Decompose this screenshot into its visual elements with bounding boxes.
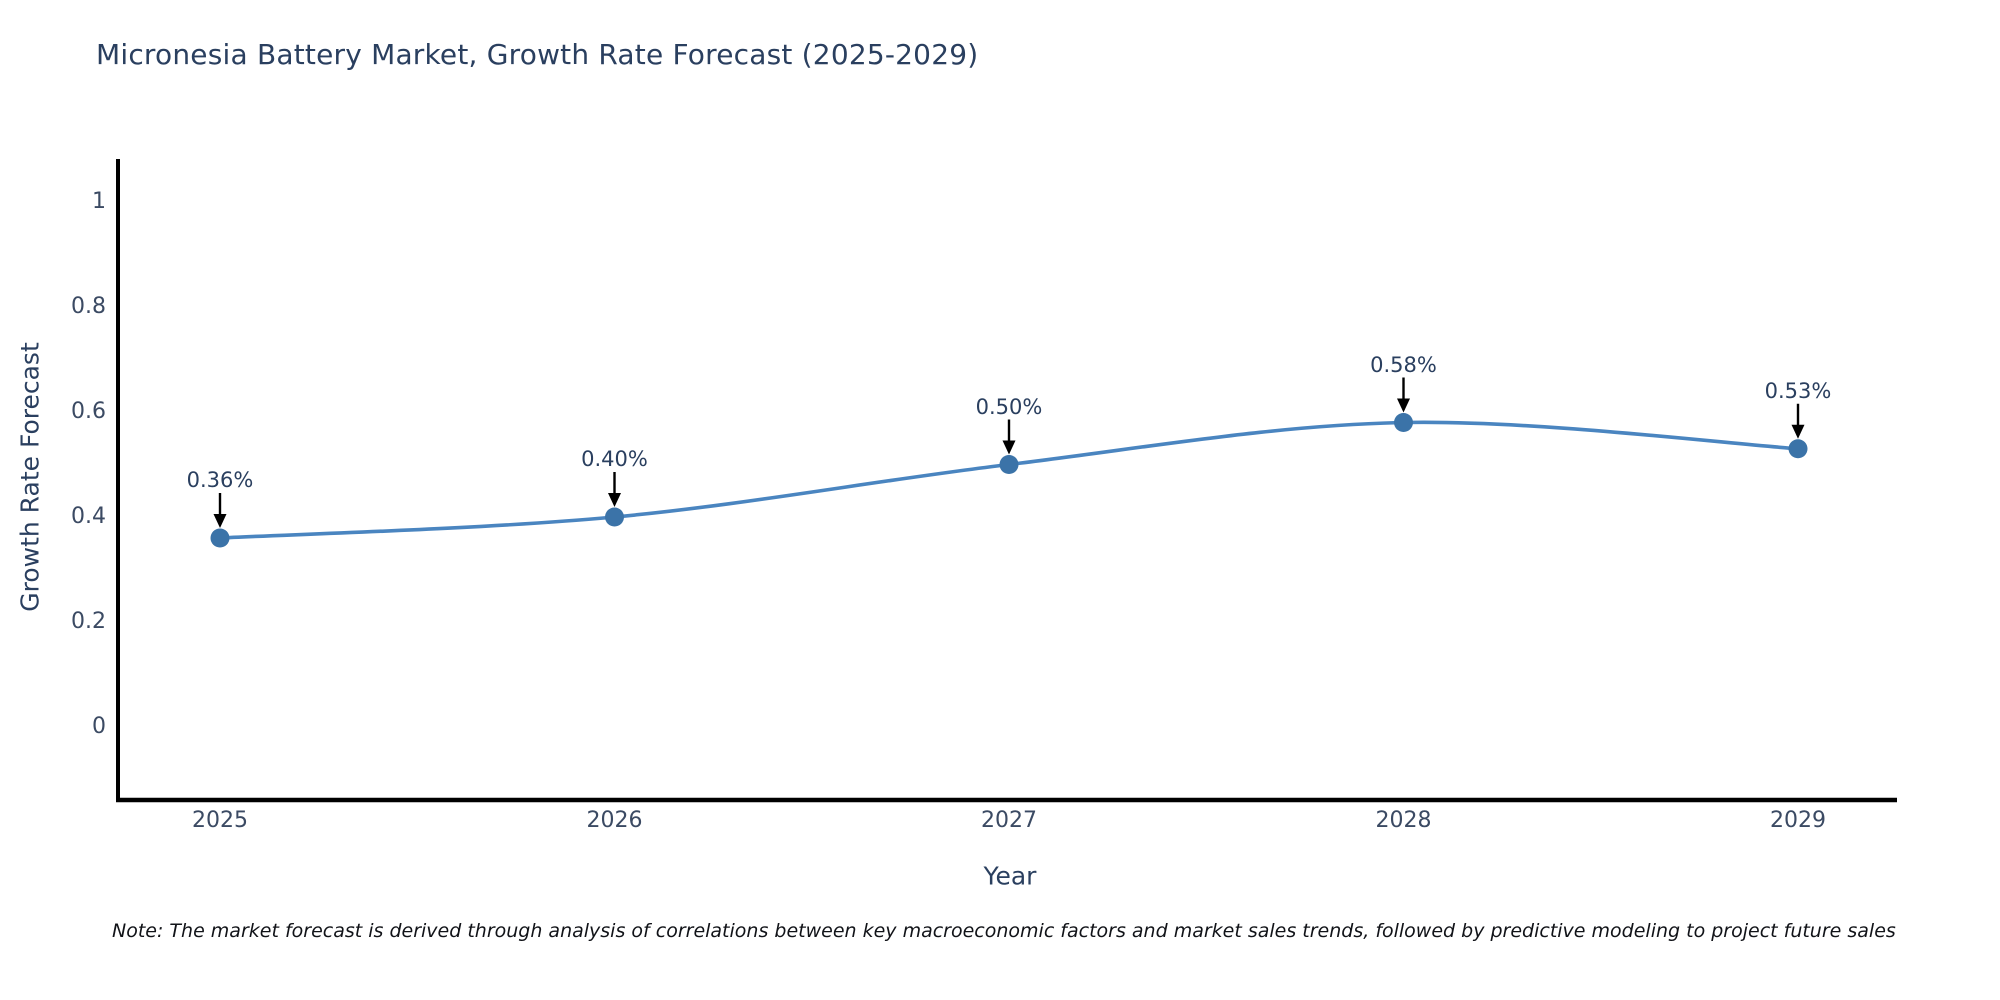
- x-axis-tick-label: 2028: [1375, 808, 1432, 833]
- y-axis-tick-label: 0.6: [71, 399, 106, 424]
- data-point-value-label: 0.58%: [1370, 352, 1437, 377]
- chart-title: Micronesia Battery Market, Growth Rate F…: [96, 38, 979, 71]
- y-axis-tick-label: 1: [92, 189, 106, 214]
- annotation-arrowhead: [213, 514, 227, 528]
- annotation-arrowhead: [1791, 424, 1805, 439]
- data-point-value-label: 0.40%: [581, 447, 648, 471]
- annotation-arrowhead: [608, 493, 621, 507]
- y-axis-tick-label: 0.4: [71, 504, 106, 529]
- annotation-arrowhead: [1002, 440, 1016, 455]
- x-axis-tick-label: 2025: [192, 808, 248, 833]
- data-point-marker: [999, 455, 1019, 474]
- x-axis-tick-label: 2027: [981, 808, 1037, 833]
- x-axis-title: Year: [983, 861, 1037, 891]
- data-point-marker: [605, 507, 624, 527]
- data-point-value-label: 0.36%: [186, 468, 254, 492]
- y-axis-tick-label: 0.2: [71, 609, 106, 634]
- data-point-marker: [210, 528, 230, 548]
- data-point-value-label: 0.53%: [1764, 378, 1832, 403]
- y-axis-tick-label: 0: [92, 714, 106, 739]
- x-axis-tick-label: 2026: [586, 808, 643, 833]
- y-axis-tick-label: 0.8: [71, 294, 106, 319]
- x-axis-tick-label: 2029: [1770, 808, 1826, 833]
- data-point-marker: [1394, 413, 1413, 432]
- y-axis-title: Growth Rate Forecast: [15, 342, 45, 612]
- footnote: Note: The market forecast is derived thr…: [112, 920, 1896, 942]
- annotation-arrowhead: [1397, 398, 1410, 413]
- data-point-marker: [1788, 439, 1808, 459]
- data-point-value-label: 0.50%: [975, 394, 1043, 419]
